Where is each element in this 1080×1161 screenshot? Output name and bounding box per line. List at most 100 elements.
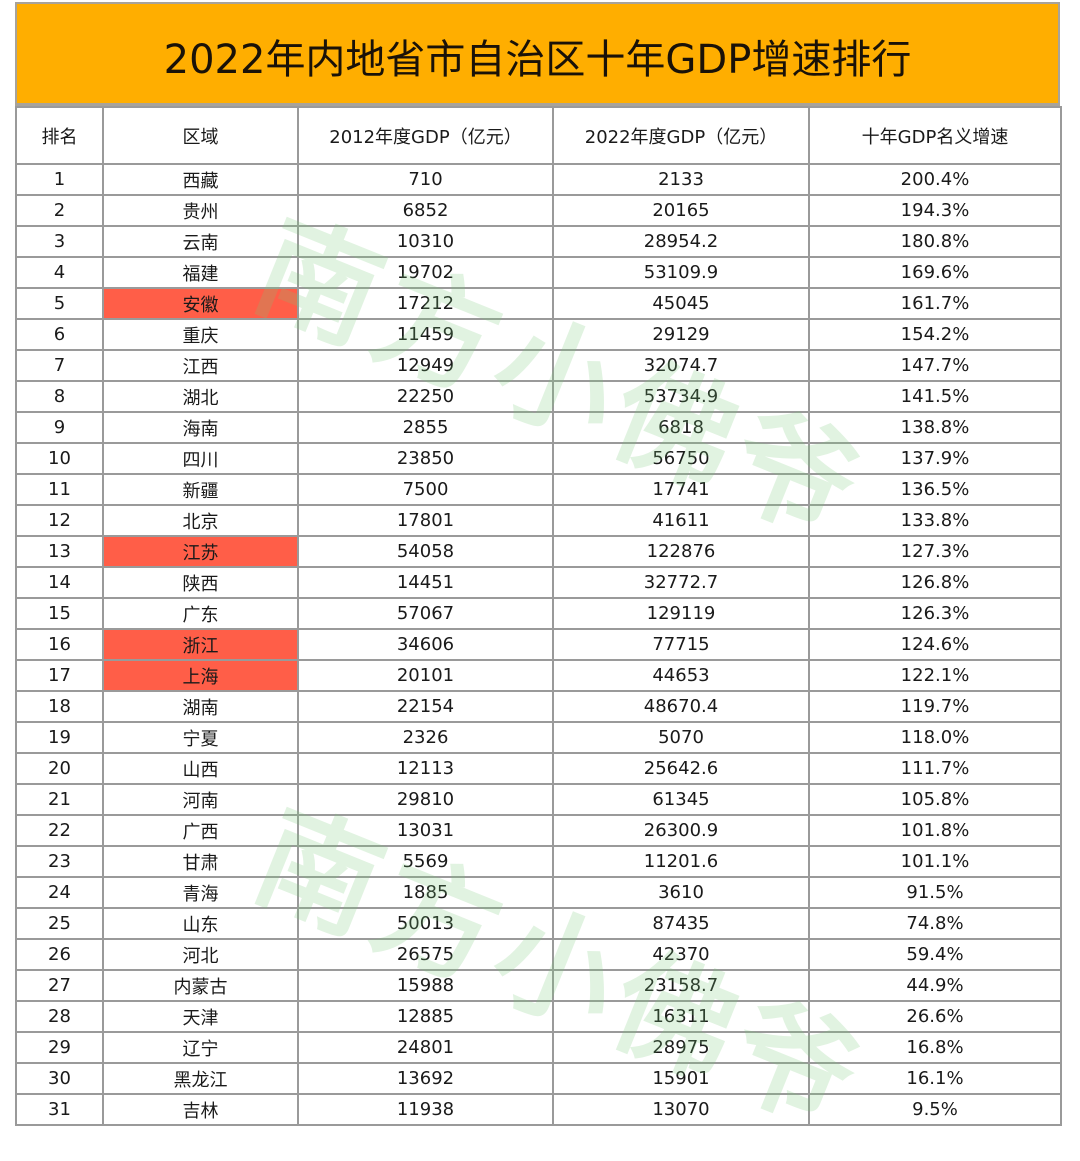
cell-gdp-2022: 6818 — [552, 411, 810, 444]
cell-growth: 91.5% — [808, 876, 1062, 909]
cell-gdp-2022: 44653 — [552, 659, 810, 692]
cell-growth: 119.7% — [808, 690, 1062, 723]
table-row: 19 宁夏 2326 5070 118.0% — [15, 721, 1062, 754]
cell-gdp-2022: 77715 — [552, 628, 810, 661]
cell-region: 河北 — [102, 938, 299, 971]
cell-gdp-2022: 42370 — [552, 938, 810, 971]
cell-gdp-2012: 22250 — [297, 380, 554, 413]
cell-region: 云南 — [102, 225, 299, 258]
cell-growth: 101.1% — [808, 845, 1062, 878]
cell-gdp-2012: 12885 — [297, 1000, 554, 1033]
cell-gdp-2012: 710 — [297, 163, 554, 196]
cell-growth: 147.7% — [808, 349, 1062, 382]
table-row: 11 新疆 7500 17741 136.5% — [15, 473, 1062, 506]
cell-growth: 137.9% — [808, 442, 1062, 475]
cell-gdp-2012: 2326 — [297, 721, 554, 754]
cell-rank: 2 — [15, 194, 104, 227]
cell-gdp-2012: 50013 — [297, 907, 554, 940]
table-row: 14 陕西 14451 32772.7 126.8% — [15, 566, 1062, 599]
cell-growth: 138.8% — [808, 411, 1062, 444]
cell-rank: 6 — [15, 318, 104, 351]
cell-growth: 133.8% — [808, 504, 1062, 537]
cell-region: 内蒙古 — [102, 969, 299, 1002]
cell-growth: 118.0% — [808, 721, 1062, 754]
cell-gdp-2012: 13692 — [297, 1062, 554, 1095]
cell-rank: 9 — [15, 411, 104, 444]
table-row: 25 山东 50013 87435 74.8% — [15, 907, 1062, 940]
cell-rank: 20 — [15, 752, 104, 785]
cell-growth: 180.8% — [808, 225, 1062, 258]
cell-rank: 13 — [15, 535, 104, 568]
table-row: 26 河北 26575 42370 59.4% — [15, 938, 1062, 971]
cell-gdp-2012: 12113 — [297, 752, 554, 785]
cell-growth: 16.8% — [808, 1031, 1062, 1064]
table-row: 28 天津 12885 16311 26.6% — [15, 1000, 1062, 1033]
cell-growth: 9.5% — [808, 1093, 1062, 1126]
cell-rank: 8 — [15, 380, 104, 413]
cell-rank: 11 — [15, 473, 104, 506]
cell-rank: 31 — [15, 1093, 104, 1126]
cell-gdp-2022: 28975 — [552, 1031, 810, 1064]
table-row: 31 吉林 11938 13070 9.5% — [15, 1093, 1062, 1126]
cell-rank: 10 — [15, 442, 104, 475]
cell-gdp-2012: 13031 — [297, 814, 554, 847]
cell-rank: 25 — [15, 907, 104, 940]
cell-region: 广西 — [102, 814, 299, 847]
cell-gdp-2022: 17741 — [552, 473, 810, 506]
cell-rank: 29 — [15, 1031, 104, 1064]
table-row: 20 山西 12113 25642.6 111.7% — [15, 752, 1062, 785]
cell-gdp-2012: 17212 — [297, 287, 554, 320]
cell-region: 江西 — [102, 349, 299, 382]
cell-growth: 127.3% — [808, 535, 1062, 568]
cell-gdp-2022: 53109.9 — [552, 256, 810, 289]
table-row: 1 西藏 710 2133 200.4% — [15, 163, 1062, 196]
cell-region: 辽宁 — [102, 1031, 299, 1064]
cell-growth: 126.3% — [808, 597, 1062, 630]
table-row: 21 河南 29810 61345 105.8% — [15, 783, 1062, 816]
cell-gdp-2012: 1885 — [297, 876, 554, 909]
cell-rank: 5 — [15, 287, 104, 320]
table-row: 5 安徽 17212 45045 161.7% — [15, 287, 1062, 320]
cell-region: 上海 — [102, 659, 299, 692]
cell-growth: 44.9% — [808, 969, 1062, 1002]
cell-region: 陕西 — [102, 566, 299, 599]
cell-rank: 24 — [15, 876, 104, 909]
table-row: 17 上海 20101 44653 122.1% — [15, 659, 1062, 692]
cell-growth: 141.5% — [808, 380, 1062, 413]
cell-growth: 200.4% — [808, 163, 1062, 196]
cell-growth: 122.1% — [808, 659, 1062, 692]
cell-rank: 4 — [15, 256, 104, 289]
gdp-ranking-sheet: 2022年内地省市自治区十年GDP增速排行 排名 区域 2012年度GDP（亿元… — [15, 2, 1062, 1126]
cell-rank: 30 — [15, 1062, 104, 1095]
cell-growth: 111.7% — [808, 752, 1062, 785]
cell-rank: 16 — [15, 628, 104, 661]
table-row: 18 湖南 22154 48670.4 119.7% — [15, 690, 1062, 723]
cell-region: 广东 — [102, 597, 299, 630]
cell-gdp-2022: 25642.6 — [552, 752, 810, 785]
cell-gdp-2022: 32074.7 — [552, 349, 810, 382]
cell-region: 湖北 — [102, 380, 299, 413]
cell-gdp-2012: 29810 — [297, 783, 554, 816]
cell-region: 新疆 — [102, 473, 299, 506]
cell-region: 甘肃 — [102, 845, 299, 878]
cell-gdp-2012: 5569 — [297, 845, 554, 878]
cell-growth: 126.8% — [808, 566, 1062, 599]
cell-gdp-2022: 56750 — [552, 442, 810, 475]
cell-gdp-2012: 17801 — [297, 504, 554, 537]
cell-gdp-2022: 20165 — [552, 194, 810, 227]
cell-gdp-2022: 16311 — [552, 1000, 810, 1033]
cell-gdp-2022: 28954.2 — [552, 225, 810, 258]
cell-region: 山西 — [102, 752, 299, 785]
cell-gdp-2012: 19702 — [297, 256, 554, 289]
cell-gdp-2012: 14451 — [297, 566, 554, 599]
cell-region: 北京 — [102, 504, 299, 537]
table-row: 7 江西 12949 32074.7 147.7% — [15, 349, 1062, 382]
cell-rank: 26 — [15, 938, 104, 971]
cell-gdp-2022: 53734.9 — [552, 380, 810, 413]
cell-rank: 18 — [15, 690, 104, 723]
cell-rank: 7 — [15, 349, 104, 382]
table-row: 6 重庆 11459 29129 154.2% — [15, 318, 1062, 351]
cell-gdp-2022: 48670.4 — [552, 690, 810, 723]
cell-gdp-2022: 13070 — [552, 1093, 810, 1126]
cell-region: 湖南 — [102, 690, 299, 723]
